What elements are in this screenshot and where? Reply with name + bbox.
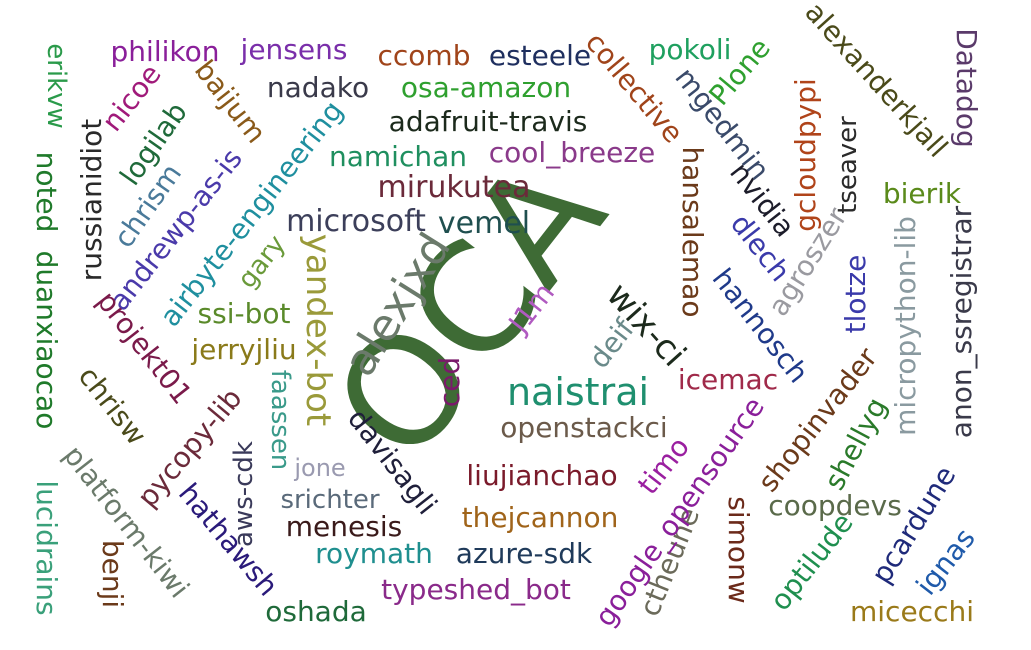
word: micecchi [850, 595, 974, 628]
word: vemel [437, 206, 531, 241]
word: roymath [315, 537, 433, 570]
word: mirukutea [377, 170, 531, 205]
word: microsoft [286, 204, 426, 239]
word: adafruit-travis [388, 105, 588, 138]
word: ssi-bot [197, 297, 291, 330]
word: srichter [280, 485, 380, 515]
word: liujianchao [466, 459, 618, 492]
word: hansalemao [676, 146, 709, 318]
word: typeshed_bot [381, 573, 571, 606]
word: faassen [265, 369, 295, 471]
word: yandex-bot [298, 233, 338, 427]
word: lucidrains [30, 480, 63, 616]
word: naistrai [506, 370, 650, 414]
word: nadako [266, 71, 370, 104]
word: menesis [285, 510, 403, 543]
word: jensens [240, 33, 348, 66]
word: coopdevs [768, 489, 902, 522]
word: bierik [882, 177, 962, 210]
word: anon_ssregistrar [945, 205, 978, 439]
word: chrisw [71, 360, 154, 452]
word: philikon [110, 35, 220, 68]
word: alexanderkjall [798, 0, 955, 164]
word: duanxiaocao [30, 250, 63, 430]
word: erikvw [41, 43, 71, 129]
word: cool_breeze [488, 136, 656, 169]
word: micropython-lib [889, 216, 922, 436]
word: optilude [763, 506, 860, 617]
word: noted [30, 151, 63, 233]
word: ccomb [377, 39, 471, 72]
word: tlotze [839, 254, 872, 334]
word: oshada [265, 595, 367, 628]
word: Datadog [950, 28, 983, 148]
word: icemac [677, 363, 779, 396]
word: baijum [187, 53, 273, 150]
word: pokoli [648, 33, 732, 66]
word: osa-amazon [400, 71, 572, 104]
word: thejcannon [461, 501, 619, 534]
word: azure-sdk [455, 537, 593, 570]
word: jerryjliu [191, 333, 297, 366]
word: openstackci [500, 411, 668, 444]
word: jone [294, 454, 346, 482]
word: benji [96, 539, 129, 609]
word: esteele [488, 39, 592, 72]
word: gcloudpypi [789, 78, 822, 232]
word: namichan [328, 140, 468, 173]
word: tseaver [833, 116, 863, 214]
word: simonw [722, 496, 755, 604]
word: russianidiot [75, 118, 108, 282]
word: ced [433, 356, 466, 408]
